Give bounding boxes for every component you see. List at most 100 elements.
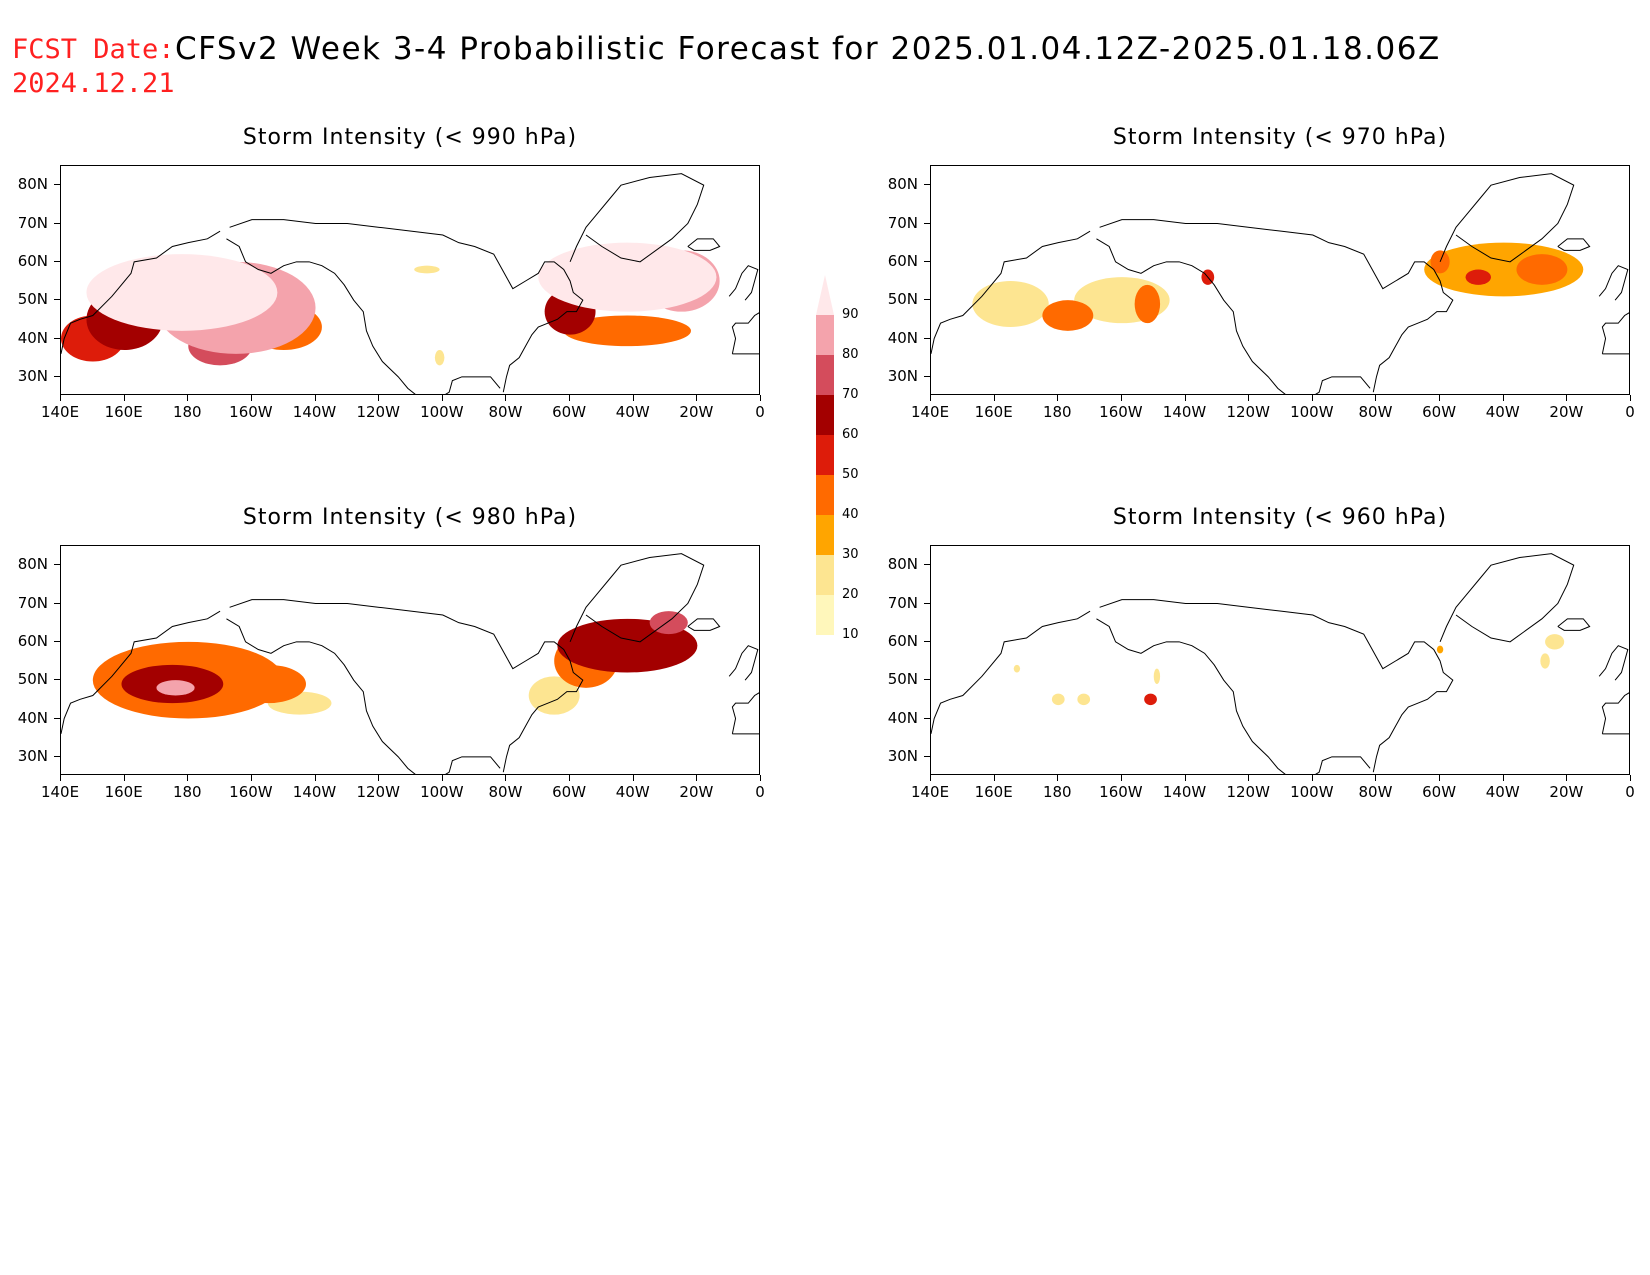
lon-label: 180 — [1042, 403, 1072, 421]
lon-label: 60W — [552, 783, 587, 801]
coastline — [569, 173, 705, 263]
lon-label: 180 — [172, 403, 202, 421]
lat-label: 80N — [17, 555, 48, 574]
lon-tick — [314, 395, 316, 401]
colorbar-swatch — [816, 475, 834, 515]
lon-tick — [993, 395, 995, 401]
lat-tick — [924, 375, 930, 377]
lon-tick — [993, 775, 995, 781]
coastline — [1601, 692, 1629, 734]
coastline — [1598, 645, 1629, 681]
lat-label: 60N — [17, 251, 48, 270]
prob-region — [1134, 284, 1161, 324]
lon-label: 160W — [229, 783, 273, 801]
coastline — [229, 219, 584, 393]
coastline — [226, 618, 416, 774]
lon-label: 140E — [40, 783, 80, 801]
lon-tick — [250, 775, 252, 781]
lat-label: 70N — [17, 213, 48, 232]
coastline — [1315, 376, 1371, 394]
colorbar-swatch — [816, 315, 834, 355]
prob-region — [1436, 645, 1444, 654]
lon-tick — [250, 395, 252, 401]
lat-label: 60N — [887, 631, 918, 650]
prob-region — [1153, 668, 1161, 684]
lon-tick — [1248, 395, 1250, 401]
panel-title: Storm Intensity (< 990 hPa) — [242, 125, 578, 150]
prob-region — [156, 680, 195, 696]
lon-label: 100W — [420, 783, 464, 801]
lon-tick — [1184, 775, 1186, 781]
lon-label: 20W — [1549, 403, 1584, 421]
lon-label: 80W — [1358, 403, 1393, 421]
lat-tick — [54, 299, 60, 301]
lon-tick — [1311, 395, 1313, 401]
lon-tick — [696, 775, 698, 781]
lon-tick — [632, 395, 634, 401]
lat-tick — [924, 222, 930, 224]
lon-tick — [187, 395, 189, 401]
lat-tick — [54, 679, 60, 681]
map-frame — [60, 165, 760, 395]
prob-region — [1545, 634, 1565, 650]
header-date: 2024.12.21 — [12, 68, 175, 99]
lat-tick — [54, 640, 60, 642]
coastline — [1096, 238, 1286, 394]
panel-title: Storm Intensity (< 960 hPa) — [1112, 505, 1448, 530]
lon-label: 140W — [1162, 403, 1207, 421]
lon-label: 120W — [1226, 783, 1270, 801]
lon-label: 20W — [679, 403, 714, 421]
lon-tick — [1248, 775, 1250, 781]
lon-tick — [123, 395, 125, 401]
lon-label: 20W — [1549, 783, 1584, 801]
colorbar-label: 90 — [842, 307, 859, 322]
lon-tick — [569, 395, 571, 401]
colorbar-swatch — [816, 555, 834, 595]
map-canvas — [931, 173, 1629, 394]
lon-tick — [1439, 775, 1441, 781]
panel-title: Storm Intensity (< 970 hPa) — [1112, 125, 1448, 150]
lon-tick — [187, 775, 189, 781]
lon-label: 140W — [292, 403, 337, 421]
lon-tick — [378, 775, 380, 781]
coastline — [1557, 618, 1591, 631]
lat-tick — [54, 184, 60, 186]
lat-label: 30N — [887, 746, 918, 765]
colorbar-label: 60 — [842, 427, 859, 442]
colorbar-swatch — [816, 395, 834, 435]
lon-tick — [1375, 775, 1377, 781]
coastline — [61, 230, 221, 354]
lon-tick — [569, 775, 571, 781]
lon-tick — [1184, 395, 1186, 401]
lat-label: 70N — [17, 593, 48, 612]
lon-tick — [1439, 395, 1441, 401]
coastline — [229, 599, 584, 773]
map-canvas — [61, 173, 759, 394]
lat-label: 50N — [887, 290, 918, 309]
lon-tick — [1566, 395, 1568, 401]
lon-label: 160W — [1099, 783, 1143, 801]
lon-label: 140E — [40, 403, 80, 421]
colorbar-label: 10 — [842, 627, 859, 642]
coastline — [731, 692, 759, 734]
lon-tick — [1375, 395, 1377, 401]
colorbar-label: 50 — [842, 467, 859, 482]
lon-tick — [1057, 775, 1059, 781]
lon-tick — [505, 395, 507, 401]
prob-region — [538, 242, 717, 312]
lon-label: 0 — [1625, 783, 1635, 801]
colorbar-swatch — [816, 435, 834, 475]
lat-tick — [924, 640, 930, 642]
coastline — [1099, 219, 1454, 393]
lon-label: 160W — [229, 403, 273, 421]
header-label: FCST Date: — [12, 34, 175, 65]
lon-label: 80W — [488, 403, 523, 421]
panel-990: Storm Intensity (< 990 hPa) 80N 70N 60N 50N… — [0, 125, 765, 425]
lon-label: 0 — [755, 403, 765, 421]
coastline — [1439, 553, 1575, 643]
prob-region — [972, 281, 1049, 327]
coastline — [445, 376, 501, 394]
colorbar-swatch — [816, 515, 834, 555]
lat-tick — [54, 564, 60, 566]
lon-tick — [1311, 775, 1313, 781]
